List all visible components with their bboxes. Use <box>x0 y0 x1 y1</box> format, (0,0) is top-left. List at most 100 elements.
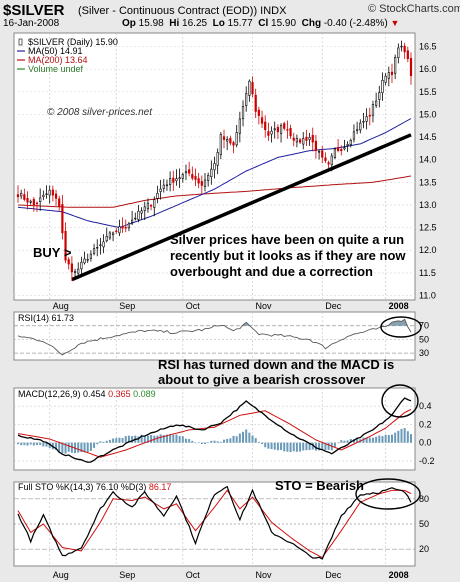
candle-body <box>359 122 362 131</box>
macd-histogram-bar <box>340 440 343 443</box>
candle-body <box>124 227 127 229</box>
candle-body <box>184 171 188 174</box>
down-triangle-icon: ▼ <box>390 18 400 28</box>
y-tick-label: 15.5 <box>419 87 437 97</box>
candle-body <box>48 189 51 196</box>
sto-highlight-circle <box>355 478 421 510</box>
macd-histogram-bar <box>48 442 51 448</box>
macd-histogram-bar <box>219 441 222 443</box>
candle-body <box>279 125 283 134</box>
macd-histogram-bar <box>390 434 393 443</box>
candle-body <box>283 123 286 129</box>
macd-histogram-bar <box>67 442 70 452</box>
macd-histogram-bar <box>29 442 32 445</box>
macd-histogram-bar <box>178 435 181 443</box>
candle-body <box>39 197 42 202</box>
candle-body <box>45 193 48 195</box>
candle-body <box>143 206 146 211</box>
macd-histogram-bar <box>286 442 289 452</box>
macd-histogram-bar <box>308 442 311 451</box>
candle-body <box>83 258 86 264</box>
macd-histogram-bar <box>55 442 58 450</box>
macd-histogram-bar <box>223 439 226 443</box>
main-annotation-line: recently but it looks as if they are now <box>170 248 406 263</box>
macd-histogram-bar <box>261 442 264 445</box>
main-legend-text: Volume undef <box>28 64 84 74</box>
candle-body <box>181 174 184 179</box>
macd-histogram-bar <box>318 442 321 451</box>
macd-histogram-bar <box>61 442 64 454</box>
sto-tick-label: 20 <box>419 544 429 554</box>
candle-body <box>210 168 213 177</box>
main-legend-text: $SILVER (Daily) 15.90 <box>28 37 118 47</box>
candle-body <box>175 178 178 182</box>
macd-histogram-bar <box>146 435 149 443</box>
macd-histogram-bar <box>280 442 283 451</box>
candle-body <box>140 210 143 214</box>
candle-body <box>77 268 80 274</box>
candle-body <box>80 261 83 270</box>
macd-histogram-bar <box>77 442 80 453</box>
rsi-tick-label: 30 <box>419 348 429 358</box>
open-label: Op <box>122 18 136 29</box>
macd-histogram-bar <box>70 442 73 453</box>
macd-histogram-bar <box>80 442 83 453</box>
macd-histogram-bar <box>45 442 48 447</box>
candle-body <box>273 128 276 131</box>
sto-k-line <box>17 485 412 560</box>
candle-body <box>232 142 235 146</box>
candle-body <box>264 121 267 130</box>
macd-histogram-bar <box>410 434 412 443</box>
quote-date: 16-Jan-2008 <box>3 18 60 29</box>
macd-histogram-bar <box>181 436 184 443</box>
candle-body <box>387 72 390 79</box>
candle-body <box>127 223 131 229</box>
candle-body <box>89 253 92 259</box>
candle-body <box>172 177 175 183</box>
candle-body <box>302 138 305 145</box>
candle-body <box>222 136 226 140</box>
macd-histogram-bar <box>289 442 292 453</box>
candle-body <box>23 194 26 200</box>
macd-histogram-bar <box>245 429 248 443</box>
x-tick-label: Oct <box>186 570 201 580</box>
candle-body <box>400 45 403 48</box>
macd-histogram-bar <box>314 442 317 451</box>
macd-histogram-bar <box>156 435 159 443</box>
close-value: 15.90 <box>271 18 297 29</box>
ma200-line <box>17 175 412 208</box>
macd-histogram-bar <box>292 442 295 452</box>
change-label: Chg <box>301 18 322 29</box>
macd-histogram-bar <box>378 435 381 443</box>
macd-histogram-bar <box>42 442 45 447</box>
low-label: Lo <box>212 18 225 29</box>
macd-histogram-bar <box>226 438 229 443</box>
trendline <box>71 133 412 282</box>
macd-histogram-bar <box>93 442 96 448</box>
sto-legend: Full STO %K(14,3) 76.10 %D(3) 86.17 <box>18 482 171 492</box>
close-label: Cl <box>258 18 269 29</box>
candle-body <box>159 188 162 192</box>
candle-body <box>321 150 324 158</box>
candle-body <box>356 129 359 131</box>
macd-histogram-bar <box>267 442 270 449</box>
macd-histogram-bar <box>273 442 276 450</box>
macd-histogram-bar <box>112 438 115 443</box>
macd-histogram-bar <box>188 439 191 443</box>
macd-signal-line <box>17 408 412 458</box>
x-tick-label: Sep <box>119 570 135 580</box>
candle-body <box>150 205 153 207</box>
candle-body <box>207 175 210 181</box>
ma50-line <box>17 118 412 229</box>
y-tick-label: 16.0 <box>419 64 437 74</box>
candle-body <box>226 139 229 142</box>
candle-body <box>346 143 349 146</box>
macd-histogram-bar <box>375 436 378 443</box>
candle-body <box>337 147 340 151</box>
macd-tick-label: 0.0 <box>419 438 432 448</box>
candle-body <box>153 199 156 208</box>
x-tick-label: 2008 <box>389 570 409 580</box>
candle-body <box>96 247 99 249</box>
candle-body <box>251 82 254 95</box>
